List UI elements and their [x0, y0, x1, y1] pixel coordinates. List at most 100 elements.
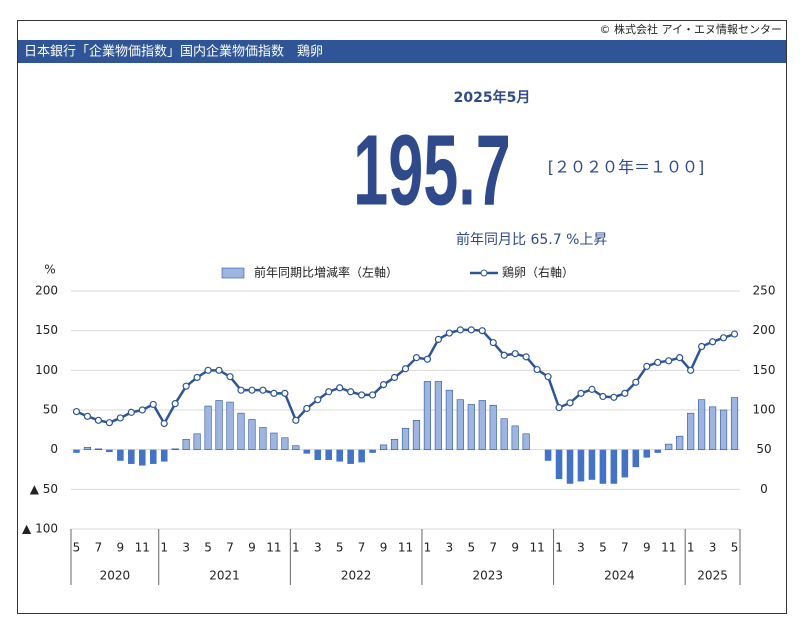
line-marker [193, 373, 201, 382]
group-label: 2020 [100, 569, 131, 583]
bar [303, 449, 311, 454]
group-label: 2022 [341, 569, 372, 583]
x-tick-label: 5 [73, 541, 81, 555]
line-marker [665, 357, 673, 365]
bar [226, 401, 234, 450]
group-label: 2021 [209, 569, 240, 583]
line-marker [127, 408, 135, 416]
bar [423, 381, 432, 450]
bar [193, 433, 201, 450]
bar [94, 448, 103, 450]
bar [336, 449, 343, 462]
line-marker [610, 393, 618, 401]
bar [160, 449, 168, 462]
line-marker [226, 373, 234, 381]
bar [687, 412, 695, 450]
x-tick-label: 3 [577, 541, 585, 555]
title: 日本銀行「企業物価指数」国内企業物価指数 鶏卵 [24, 44, 323, 60]
line-marker [368, 391, 377, 399]
x-tick-label: 9 [643, 541, 651, 555]
line-marker [358, 391, 366, 399]
group-label: 2025 [697, 569, 728, 583]
bar [314, 449, 322, 460]
x-tick-label: 3 [446, 541, 454, 555]
bar [588, 449, 596, 480]
bar [599, 449, 607, 484]
x-tick-label: 5 [731, 541, 739, 555]
line-marker [511, 350, 519, 358]
bar [369, 449, 376, 453]
bar [83, 446, 92, 450]
line-marker [105, 419, 113, 427]
y2-tick-label: 50 [756, 442, 771, 456]
x-tick-label: 11 [266, 541, 281, 555]
bar [456, 399, 464, 450]
bar [555, 449, 563, 480]
line-marker [215, 366, 223, 374]
x-tick-label: 7 [358, 541, 366, 555]
x-tick-label: 1 [160, 541, 168, 555]
x-tick-label: 7 [95, 541, 103, 555]
bar [171, 448, 179, 450]
bar [698, 399, 706, 450]
x-tick-label: 1 [555, 541, 563, 555]
bar [292, 445, 300, 450]
line-marker [237, 386, 245, 394]
bar [248, 419, 256, 450]
base: [２０２０年＝１００] [548, 158, 705, 177]
line-marker [423, 355, 432, 363]
line-marker [325, 388, 333, 396]
bar [281, 437, 289, 450]
x-tick-label: 1 [424, 541, 432, 555]
bar [544, 449, 552, 461]
x-tick-label: 7 [226, 541, 234, 555]
line-marker [643, 362, 651, 370]
line-marker [83, 412, 92, 420]
line-marker [577, 389, 585, 397]
line-marker [379, 381, 388, 389]
x-tick-label: 9 [248, 541, 256, 555]
y2-tick-label: 200 [753, 323, 776, 337]
bar [500, 418, 508, 450]
line-marker [292, 416, 300, 424]
y-tick-label: 150 [35, 323, 58, 337]
line-marker [347, 388, 355, 396]
bar [390, 439, 399, 450]
legend-label: 鶏卵（右軸） [502, 265, 574, 280]
line-marker [204, 366, 212, 374]
x-tick-label: 1 [292, 541, 300, 555]
y-tick-label: 200 [35, 284, 58, 298]
line-marker [588, 385, 596, 393]
bar [566, 449, 574, 484]
x-tick-label: 11 [529, 541, 544, 555]
line-marker [182, 382, 190, 390]
line-marker [94, 416, 103, 424]
bar [182, 439, 190, 450]
bar [632, 449, 640, 468]
bar [138, 449, 146, 466]
x-tick-label: 11 [398, 541, 413, 555]
bar [379, 444, 388, 450]
line-marker [730, 330, 739, 338]
bar [325, 449, 333, 460]
y2-tick-label: 150 [753, 363, 776, 377]
bar [489, 404, 497, 450]
line-marker [544, 373, 552, 381]
line-marker [698, 342, 706, 351]
bar [445, 389, 453, 450]
bar [215, 400, 223, 450]
bar [401, 427, 410, 450]
line-marker [401, 365, 410, 373]
bar [730, 397, 739, 450]
x-tick-label: 3 [709, 541, 717, 555]
title-bar [18, 40, 786, 63]
bar [347, 449, 354, 464]
line-marker [489, 338, 497, 347]
line-marker [281, 389, 289, 397]
line-marker [555, 404, 563, 412]
legend-marker [480, 269, 488, 277]
line-marker [456, 326, 464, 334]
x-tick-label: 11 [135, 541, 150, 555]
bar [358, 449, 365, 463]
bar [577, 449, 585, 482]
